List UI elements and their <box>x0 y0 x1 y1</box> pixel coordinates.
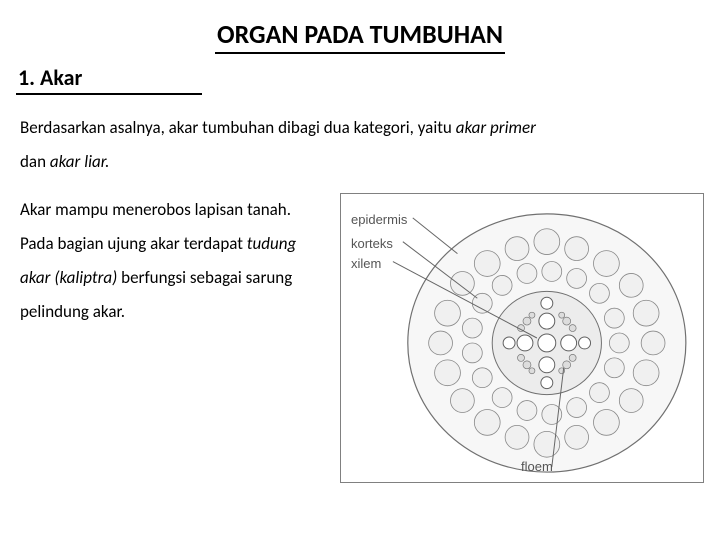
body-line-1: Akar mampu menerobos lapisan tanah. <box>20 193 330 227</box>
section-heading: 1. Akar <box>16 64 202 95</box>
intro-text-2: dan <box>20 151 50 172</box>
section-heading-container: 1. Akar <box>0 54 720 95</box>
label-floem: floem <box>521 459 553 474</box>
intro-em-1: akar primer <box>456 117 536 138</box>
section-title: Akar <box>40 64 82 91</box>
intro-text-1: Berdasarkan asalnya, akar tumbuhan dibag… <box>20 117 456 138</box>
intro-paragraph: Berdasarkan asalnya, akar tumbuhan dibag… <box>0 95 720 179</box>
intro-em-2: akar liar. <box>50 151 110 172</box>
label-korteks: korteks <box>351 236 393 251</box>
title-container: ORGAN PADA TUMBUHAN <box>0 0 720 54</box>
page-title: ORGAN PADA TUMBUHAN <box>215 18 505 54</box>
section-number: 1. <box>18 64 35 91</box>
content-row: Akar mampu menerobos lapisan tanah. Pada… <box>0 179 720 483</box>
label-epidermis: epidermis <box>351 212 407 227</box>
cross-section-svg <box>341 194 703 482</box>
body-2a: Pada bagian ujung akar terdapat <box>20 233 247 254</box>
body-text: Akar mampu menerobos lapisan tanah. Pada… <box>20 193 330 483</box>
body-line-2: Pada bagian ujung akar terdapat tudung a… <box>20 227 330 329</box>
root-cross-section-figure: epidermis korteks xilem floem <box>340 193 704 483</box>
label-xilem: xilem <box>351 256 381 271</box>
